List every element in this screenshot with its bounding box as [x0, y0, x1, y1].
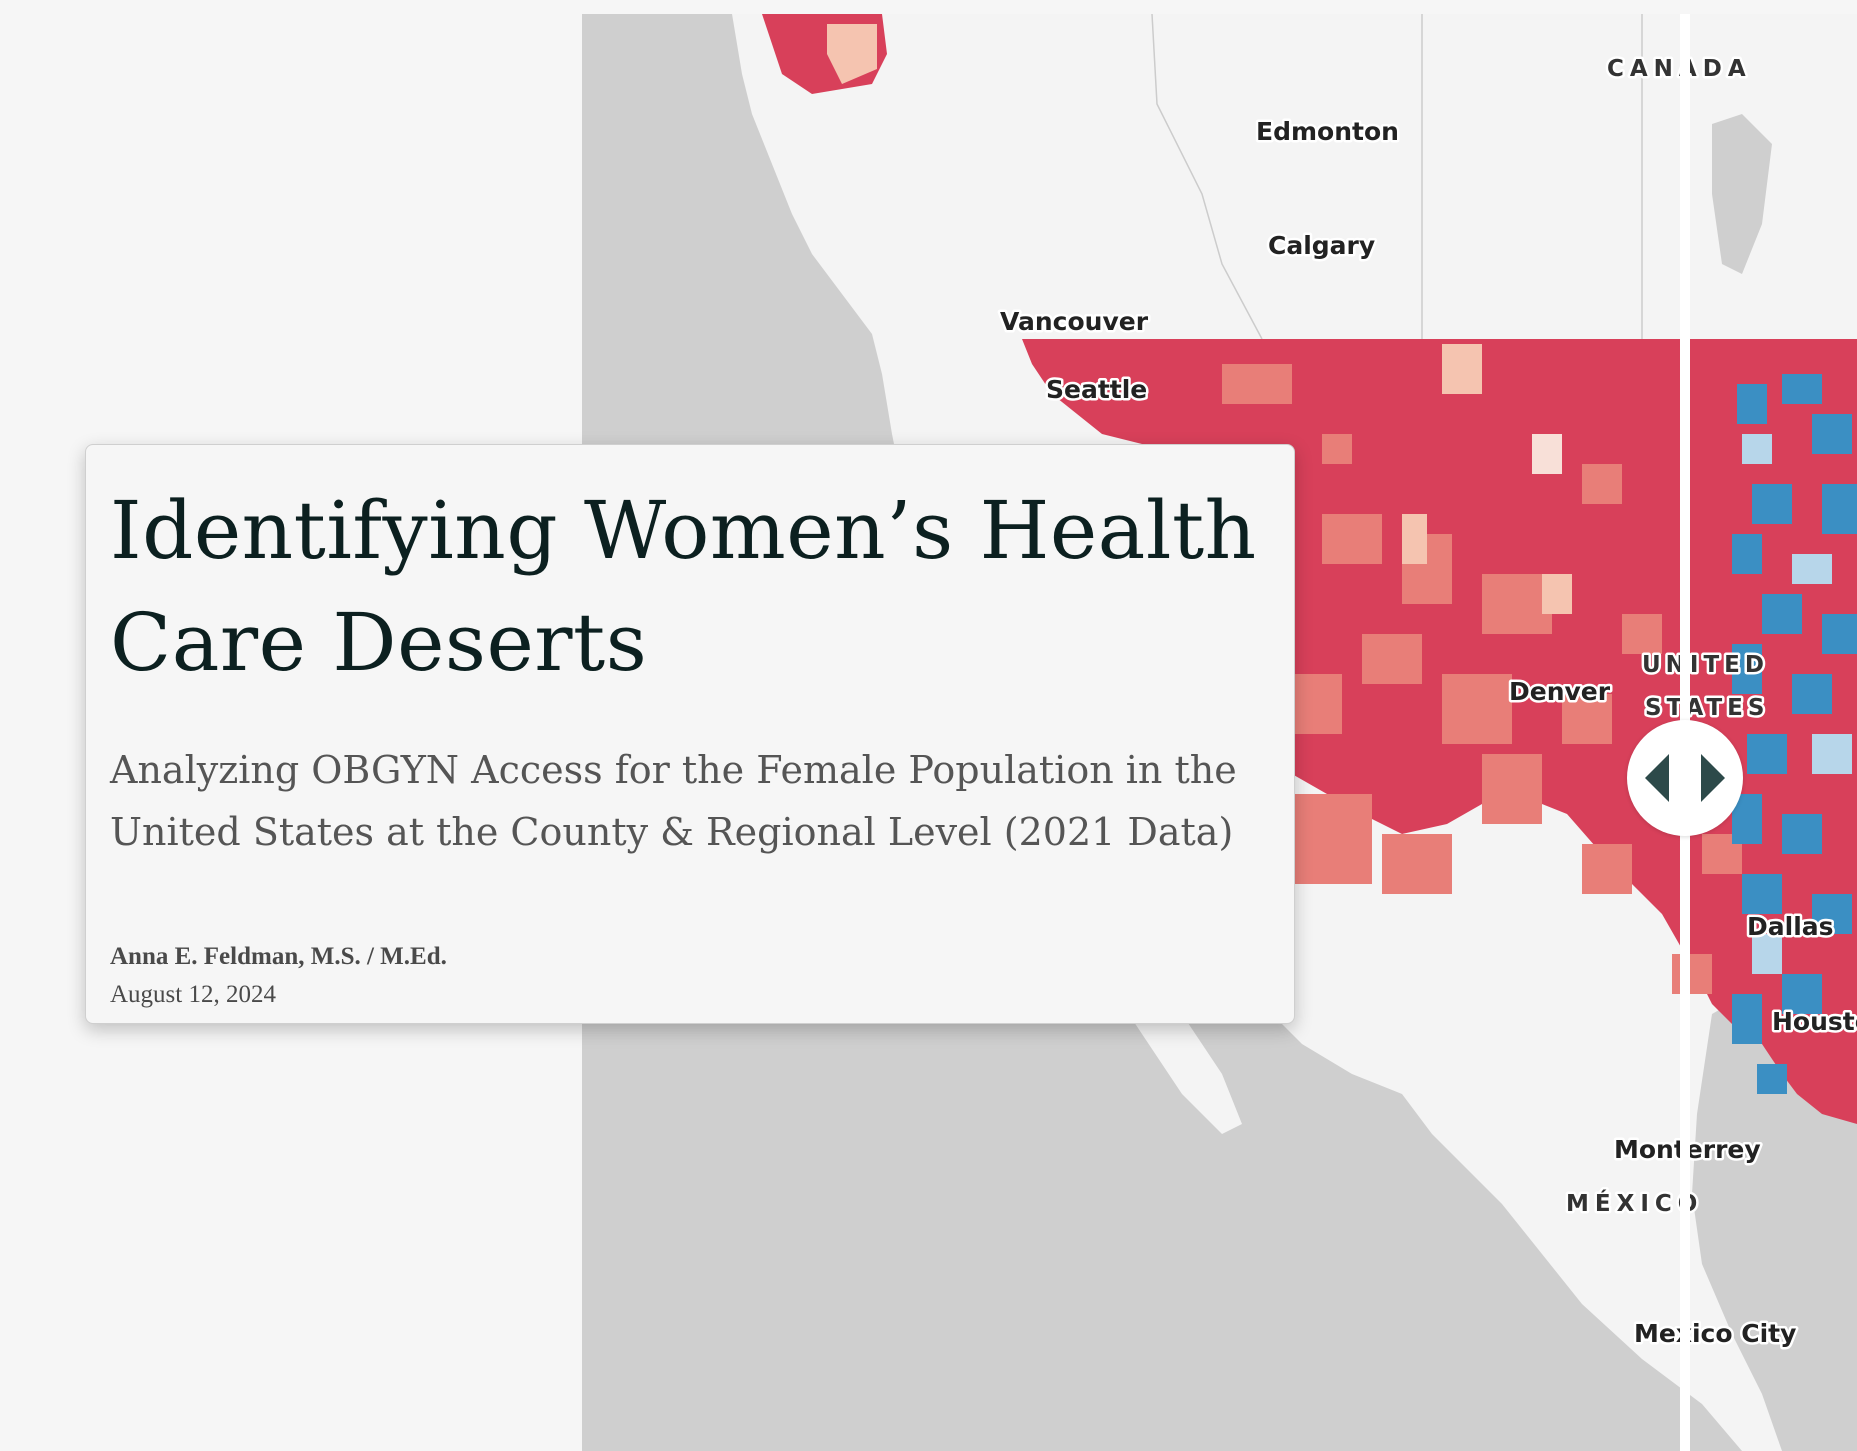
label-dallas: Dallas [1747, 912, 1834, 941]
blue-county-patches [1732, 374, 1857, 1094]
label-canada: CANADA [1607, 56, 1752, 82]
story-title-card: Identifying Women’s Health Care Deserts … [85, 444, 1295, 1024]
label-edmonton: Edmonton [1256, 117, 1399, 146]
left-right-arrows-icon [1645, 754, 1725, 802]
story-author: Anna E. Feldman, M.S. / M.Ed. [110, 943, 447, 970]
label-vancouver: Vancouver [1000, 307, 1149, 336]
label-states: STATES [1645, 695, 1769, 721]
lake [1712, 114, 1772, 274]
label-calgary: Calgary [1268, 231, 1375, 260]
story-subtitle: Analyzing OBGYN Access for the Female Po… [110, 748, 1237, 854]
label-seattle: Seattle [1046, 375, 1147, 404]
label-united: UNITED [1642, 652, 1769, 678]
label-mexico: MÉXICO [1566, 1189, 1703, 1217]
swipe-handle[interactable] [1627, 720, 1743, 836]
province-borders [1151, 14, 1643, 340]
story-title: Identifying Women’s Health Care Deserts [110, 484, 1257, 689]
label-denver: Denver [1509, 677, 1611, 706]
label-mexico-city: Mexico City [1634, 1319, 1796, 1348]
story-date: August 12, 2024 [110, 981, 276, 1008]
label-houston: Housto [1772, 1007, 1857, 1036]
